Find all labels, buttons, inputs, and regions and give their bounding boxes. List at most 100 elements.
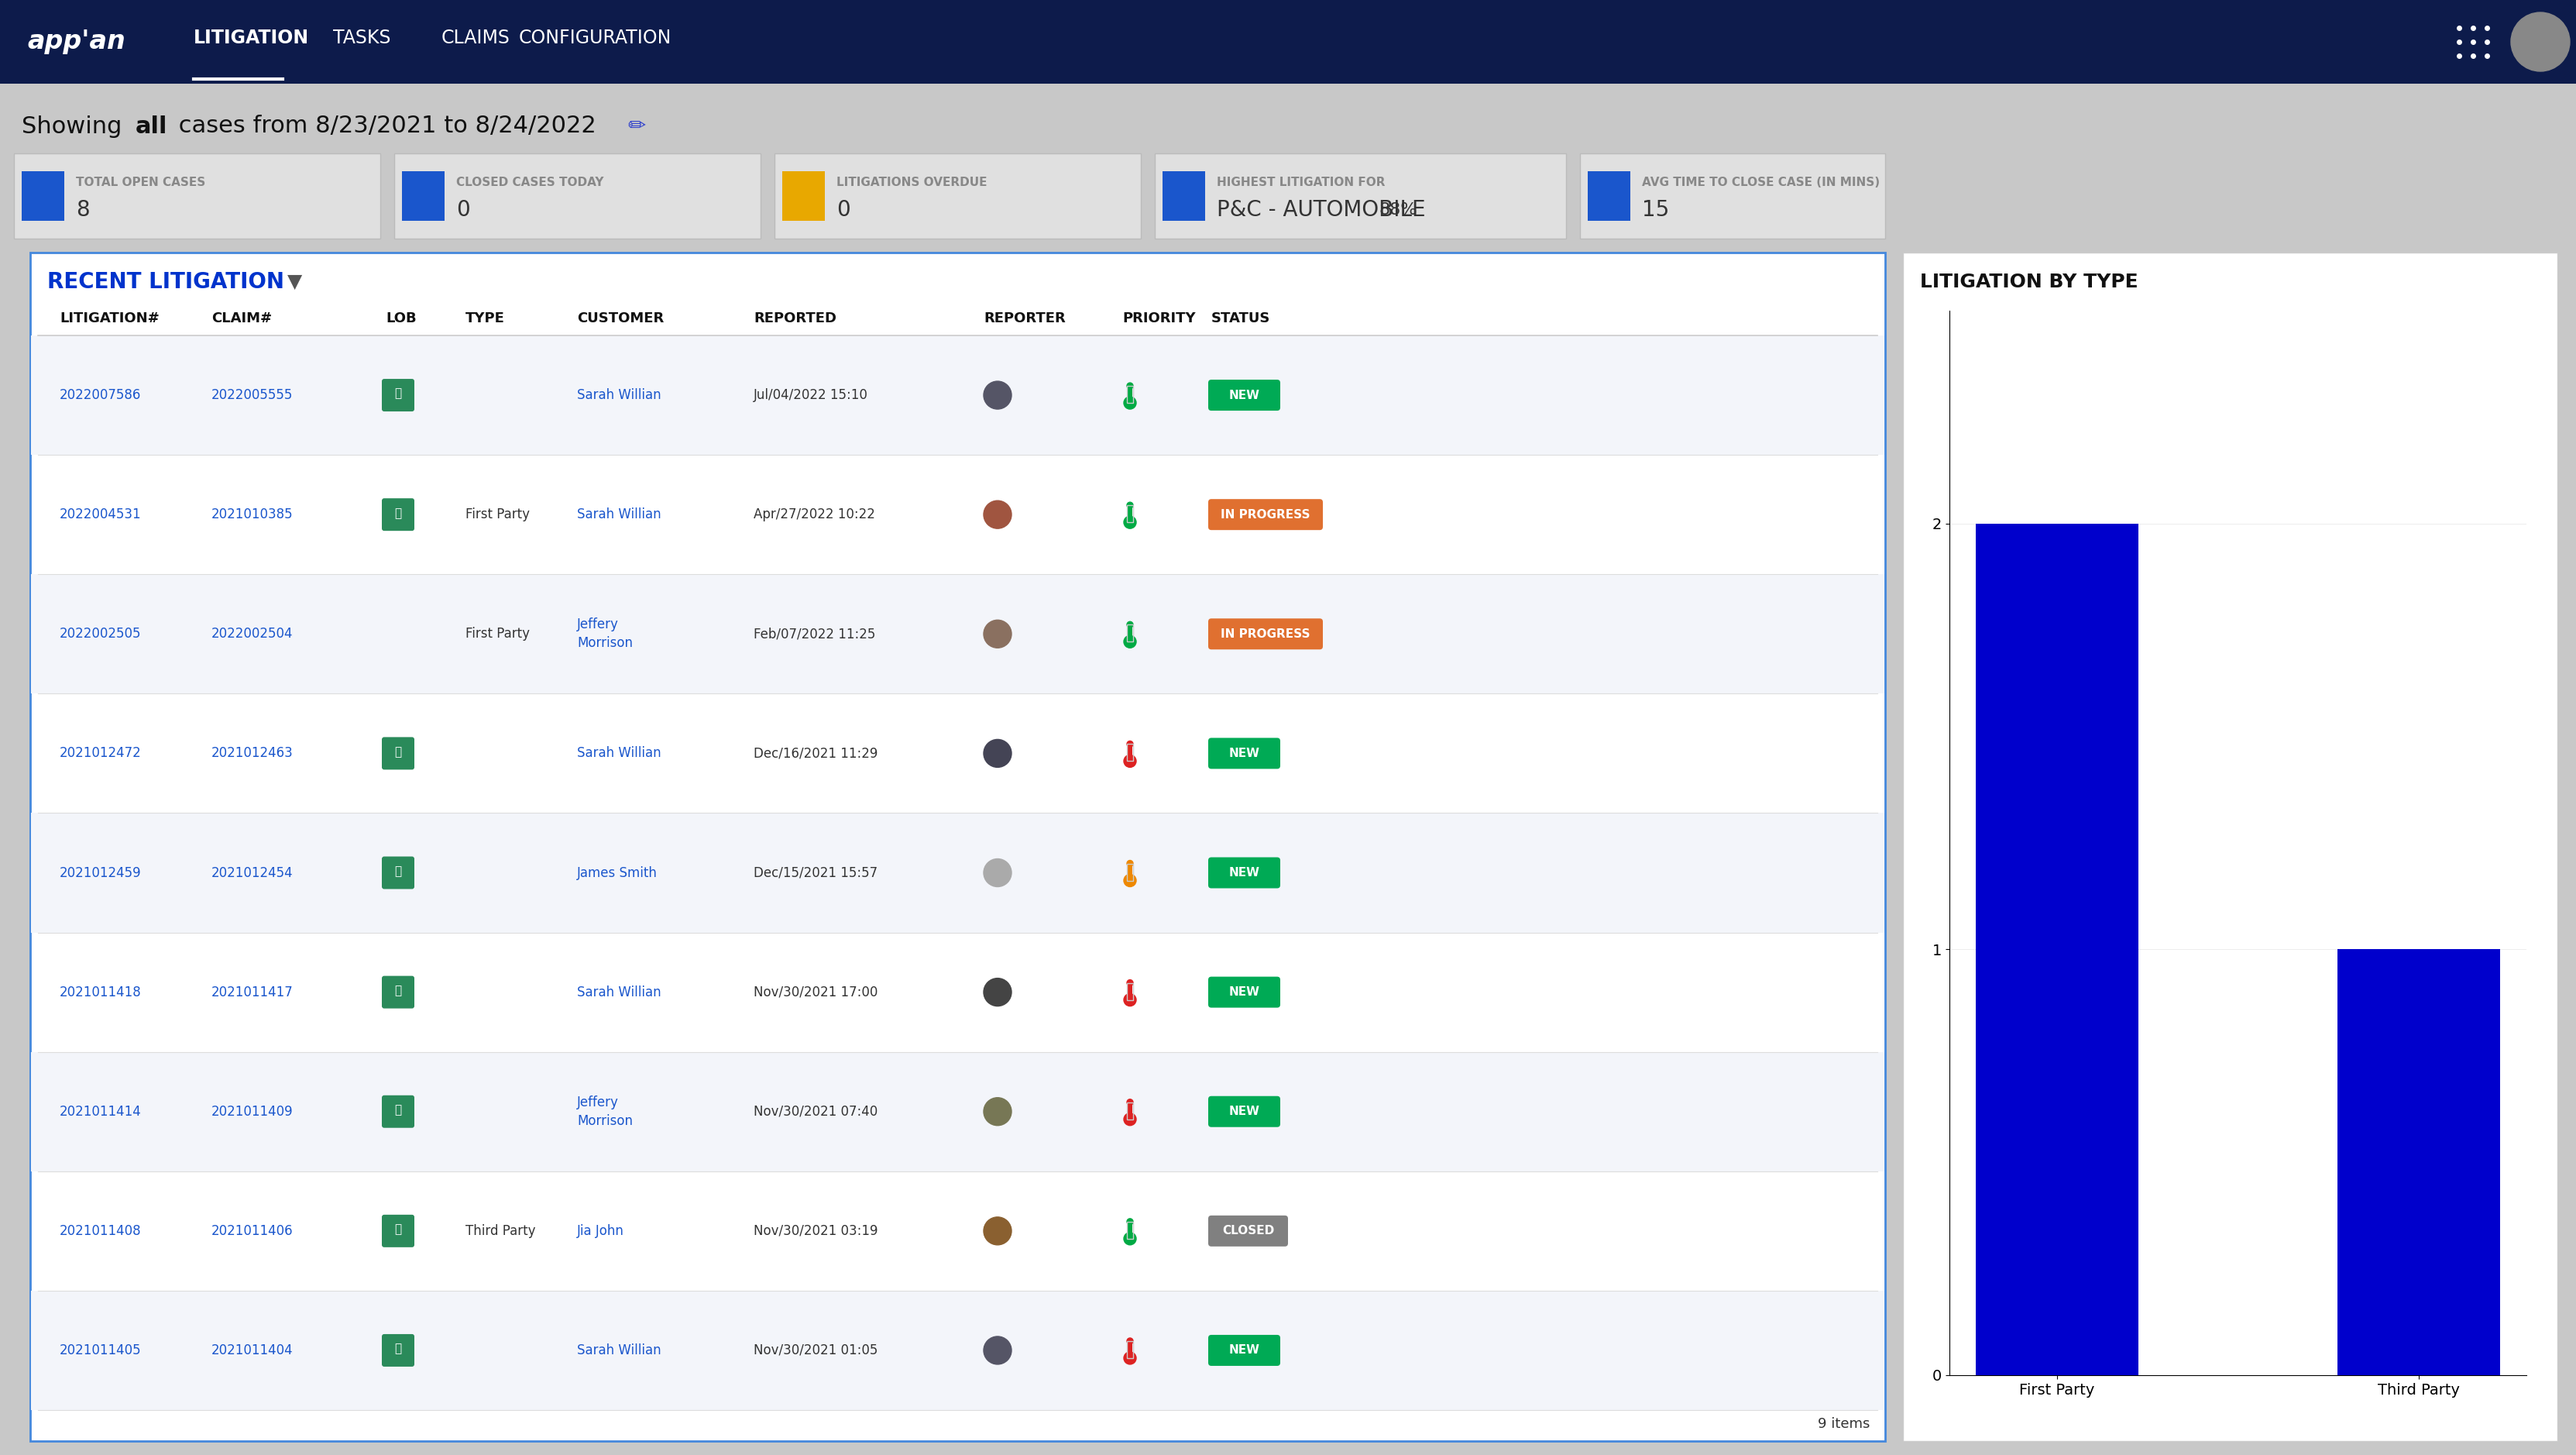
FancyBboxPatch shape <box>381 1096 415 1128</box>
Bar <box>31 253 1886 1440</box>
Text: Jeffery: Jeffery <box>577 1096 618 1109</box>
Bar <box>31 575 1886 694</box>
Circle shape <box>984 1216 1012 1245</box>
Circle shape <box>1123 755 1136 767</box>
Bar <box>1126 624 1133 642</box>
FancyBboxPatch shape <box>1208 857 1280 888</box>
Circle shape <box>984 1337 1012 1365</box>
Text: 🚌: 🚌 <box>394 985 402 997</box>
FancyBboxPatch shape <box>381 378 415 412</box>
Bar <box>31 1291 1886 1410</box>
Text: 2021011405: 2021011405 <box>59 1343 142 1358</box>
FancyBboxPatch shape <box>394 153 760 239</box>
Circle shape <box>1123 636 1136 647</box>
Bar <box>1128 386 1133 403</box>
Text: First Party: First Party <box>466 627 531 642</box>
Circle shape <box>1123 1352 1136 1365</box>
FancyBboxPatch shape <box>381 738 415 770</box>
Circle shape <box>1126 1339 1133 1344</box>
Text: LITIGATIONS OVERDUE: LITIGATIONS OVERDUE <box>837 176 987 188</box>
Text: CLOSED: CLOSED <box>1221 1225 1275 1237</box>
Text: 2021012459: 2021012459 <box>59 866 142 880</box>
Text: 2021012472: 2021012472 <box>59 746 142 761</box>
Bar <box>1976 524 2138 1375</box>
FancyBboxPatch shape <box>1208 618 1324 649</box>
Text: LITIGATION: LITIGATION <box>193 28 309 47</box>
Text: Morrison: Morrison <box>577 636 634 650</box>
Text: HIGHEST LITIGATION FOR: HIGHEST LITIGATION FOR <box>1216 176 1386 188</box>
Bar <box>1904 253 2558 1440</box>
Text: TOTAL OPEN CASES: TOTAL OPEN CASES <box>75 176 206 188</box>
Text: ✏: ✏ <box>629 115 647 137</box>
Text: 88%: 88% <box>1378 202 1417 218</box>
Text: AVG TIME TO CLOSE CASE (IN MINS): AVG TIME TO CLOSE CASE (IN MINS) <box>1641 176 1880 188</box>
FancyBboxPatch shape <box>1208 1096 1280 1128</box>
Circle shape <box>1123 1232 1136 1245</box>
Bar <box>1128 1342 1133 1358</box>
Text: 2022005555: 2022005555 <box>211 388 294 402</box>
Text: 2022002504: 2022002504 <box>211 627 294 642</box>
Text: TASKS: TASKS <box>332 28 392 47</box>
Text: LOB: LOB <box>386 311 417 326</box>
Text: Nov/30/2021 03:19: Nov/30/2021 03:19 <box>755 1224 878 1238</box>
Text: REPORTER: REPORTER <box>984 311 1066 326</box>
Text: Sarah Willian: Sarah Willian <box>577 388 662 402</box>
Text: Sarah Willian: Sarah Willian <box>577 1343 662 1358</box>
FancyBboxPatch shape <box>13 153 381 239</box>
Bar <box>1126 984 1133 1000</box>
FancyBboxPatch shape <box>1587 172 1631 221</box>
Text: Sarah Willian: Sarah Willian <box>577 746 662 761</box>
Text: 🚌: 🚌 <box>394 1343 402 1355</box>
Text: Jul/04/2022 15:10: Jul/04/2022 15:10 <box>755 388 868 402</box>
Circle shape <box>1123 874 1136 886</box>
Circle shape <box>1126 1219 1133 1225</box>
Text: 15: 15 <box>1641 199 1669 221</box>
Text: Showing: Showing <box>21 115 129 138</box>
Text: 2022007586: 2022007586 <box>59 388 142 402</box>
Text: Sarah Willian: Sarah Willian <box>577 985 662 1000</box>
Text: 0: 0 <box>456 199 469 221</box>
Circle shape <box>1123 1113 1136 1126</box>
Text: 🚌: 🚌 <box>394 388 402 400</box>
Text: 🚌: 🚌 <box>394 746 402 758</box>
Text: James Smith: James Smith <box>577 866 657 880</box>
Text: Jeffery: Jeffery <box>577 618 618 631</box>
Text: Nov/30/2021 01:05: Nov/30/2021 01:05 <box>755 1343 878 1358</box>
Text: Nov/30/2021 07:40: Nov/30/2021 07:40 <box>755 1104 878 1119</box>
FancyBboxPatch shape <box>1208 976 1280 1008</box>
Text: Sarah Willian: Sarah Willian <box>577 508 662 521</box>
Text: LITIGATION BY TYPE: LITIGATION BY TYPE <box>1919 272 2138 291</box>
Text: Nov/30/2021 17:00: Nov/30/2021 17:00 <box>755 985 878 1000</box>
Circle shape <box>1126 1099 1133 1106</box>
Text: 2021010385: 2021010385 <box>211 508 294 521</box>
Circle shape <box>1126 621 1133 627</box>
FancyBboxPatch shape <box>783 172 824 221</box>
Text: NEW: NEW <box>1229 1344 1260 1356</box>
Bar <box>31 1052 1886 1171</box>
Text: 9 items: 9 items <box>1819 1417 1870 1430</box>
Text: Dec/15/2021 15:57: Dec/15/2021 15:57 <box>755 866 878 880</box>
FancyBboxPatch shape <box>775 153 1141 239</box>
FancyBboxPatch shape <box>381 857 415 889</box>
Bar <box>1126 1342 1133 1358</box>
Text: all: all <box>137 115 167 138</box>
Text: PRIORITY: PRIORITY <box>1123 311 1195 326</box>
Bar <box>1126 1222 1133 1238</box>
Text: ▼: ▼ <box>289 272 301 291</box>
Circle shape <box>2512 13 2571 71</box>
Circle shape <box>984 978 1012 1005</box>
Text: Apr/27/2022 10:22: Apr/27/2022 10:22 <box>755 508 876 521</box>
Circle shape <box>984 381 1012 409</box>
Bar <box>31 336 1886 455</box>
Circle shape <box>984 620 1012 647</box>
FancyBboxPatch shape <box>1579 153 1886 239</box>
Circle shape <box>1123 397 1136 409</box>
Bar <box>2336 950 2501 1375</box>
Bar <box>1128 505 1133 522</box>
Text: Jia John: Jia John <box>577 1224 623 1238</box>
Bar <box>0 0 2576 84</box>
Bar <box>1128 744 1133 761</box>
FancyBboxPatch shape <box>21 172 64 221</box>
Bar <box>1128 624 1133 642</box>
Text: 2021011409: 2021011409 <box>211 1104 294 1119</box>
